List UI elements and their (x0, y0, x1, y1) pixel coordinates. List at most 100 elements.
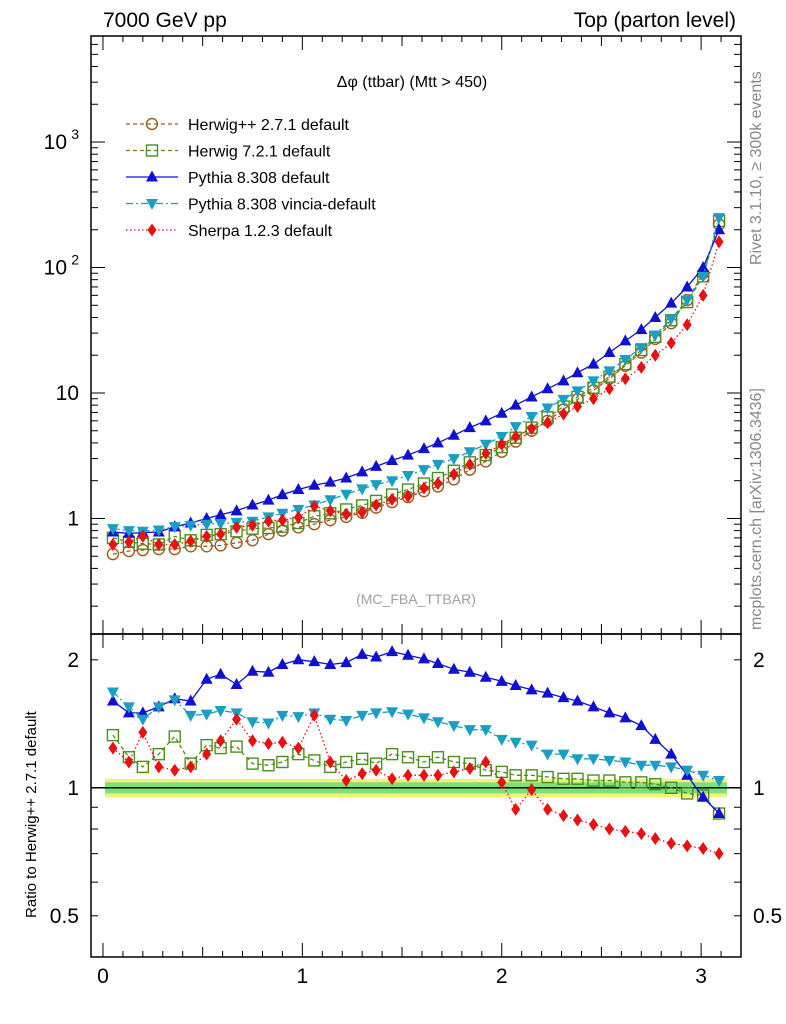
data-point-sherpa (371, 498, 381, 512)
data-point-pythia (200, 672, 213, 684)
data-point-herwig7 (649, 777, 662, 791)
data-point-herwig7 (340, 755, 353, 769)
data-point-pythia (417, 442, 430, 454)
data-point-pythia (463, 665, 476, 677)
data-point-sherpa (449, 765, 459, 779)
analysis-watermark: (MC_FBA_TTBAR) (356, 591, 476, 607)
mcplots-reference-label: mcplots.cern.ch [arXiv:1306.3436] (748, 388, 765, 630)
y-tick-label: 0.5 (50, 905, 79, 928)
data-point-sherpa (387, 492, 397, 506)
data-point-vincia (603, 755, 616, 767)
data-point-vincia (122, 526, 135, 538)
data-point-vincia (557, 749, 570, 761)
data-point-sherpa (248, 518, 258, 532)
data-point-pythia (509, 398, 522, 410)
data-point-sherpa (293, 510, 303, 524)
legend-marker-herwigpp (145, 117, 159, 131)
data-point-vincia (431, 717, 444, 729)
data-point-pythia (386, 645, 399, 657)
data-point-vincia (152, 525, 165, 537)
data-point-sherpa (341, 507, 351, 521)
data-point-vincia (587, 376, 600, 388)
data-point-pythia (262, 665, 275, 677)
data-point-sherpa (497, 775, 507, 789)
data-point-pythia (356, 647, 369, 659)
data-point-vincia (214, 705, 227, 717)
data-point-pythia (509, 679, 522, 691)
data-point-vincia (276, 710, 289, 722)
data-point-herwig7 (308, 754, 321, 767)
data-point-pythia (619, 334, 632, 346)
y-tick-label-right: 0.5 (753, 905, 782, 928)
data-point-sherpa (419, 481, 429, 495)
data-point-vincia (106, 524, 119, 536)
data-point-vincia (525, 740, 538, 752)
data-point-herwig7 (262, 759, 275, 772)
data-point-pythia (479, 414, 492, 426)
data-point-pythia (649, 310, 662, 322)
data-point-sherpa (403, 489, 413, 503)
data-point-sherpa (108, 538, 118, 552)
data-point-pythia (308, 655, 321, 667)
data-point-vincia (292, 504, 305, 516)
data-point-vincia (495, 431, 508, 443)
data-point-pythia (495, 674, 508, 686)
series-line-herwig7 (112, 220, 720, 546)
data-point-herwig7 (587, 774, 600, 787)
data-point-sherpa (543, 802, 553, 816)
data-point-sherpa (497, 437, 507, 451)
series-line-herwigpp (112, 224, 720, 555)
ratio-frame (90, 633, 742, 958)
data-point-pythia (479, 670, 492, 682)
data-point-herwig7 (106, 728, 120, 742)
data-point-sherpa (138, 529, 148, 543)
header-process: Top (parton level) (574, 9, 736, 32)
data-point-herwig7 (525, 769, 538, 782)
data-point-sherpa (186, 534, 196, 548)
data-point-vincia (136, 714, 149, 726)
data-point-pythia (262, 493, 275, 505)
data-point-sherpa (186, 760, 196, 774)
data-point-herwig7 (557, 772, 570, 785)
data-point-sherpa (650, 831, 660, 845)
data-point-vincia (619, 757, 632, 769)
data-point-sherpa (170, 538, 180, 552)
data-point-sherpa (449, 467, 459, 481)
x-tick-label: 0 (97, 965, 109, 988)
data-point-herwig7 (417, 755, 431, 769)
data-point-vincia (246, 717, 259, 729)
data-point-sherpa (636, 827, 646, 841)
data-point-vincia (713, 776, 726, 788)
data-point-vincia (509, 737, 522, 749)
data-point-pythia (230, 677, 243, 689)
data-point-pythia (324, 657, 337, 669)
data-point-pythia (214, 667, 227, 679)
data-point-sherpa (403, 768, 413, 782)
data-point-pythia (697, 261, 710, 273)
data-point-vincia (168, 695, 181, 707)
data-point-vincia (603, 366, 616, 378)
data-point-pythia (370, 650, 383, 662)
series-line-pythia (112, 651, 720, 814)
data-point-sherpa (588, 817, 598, 831)
data-point-vincia (417, 465, 430, 477)
data-point-sherpa (277, 735, 287, 749)
data-point-sherpa (325, 504, 335, 518)
data-point-pythia (417, 652, 430, 664)
data-point-sherpa (559, 407, 569, 421)
data-point-vincia (541, 403, 554, 415)
data-point-pythia (370, 459, 383, 471)
data-point-vincia (370, 708, 383, 720)
data-point-pythia (713, 807, 726, 819)
data-point-vincia (665, 314, 678, 326)
data-point-pythia (340, 471, 353, 483)
legend-marker-pythia (146, 170, 158, 182)
data-point-pythia (431, 436, 444, 448)
data-point-herwigpp (136, 543, 150, 557)
data-point-pythia (635, 323, 648, 335)
data-point-pythia (557, 691, 570, 703)
legend-marker-vincia (146, 199, 158, 210)
data-point-herwig7 (152, 747, 165, 761)
data-point-sherpa (124, 535, 134, 549)
